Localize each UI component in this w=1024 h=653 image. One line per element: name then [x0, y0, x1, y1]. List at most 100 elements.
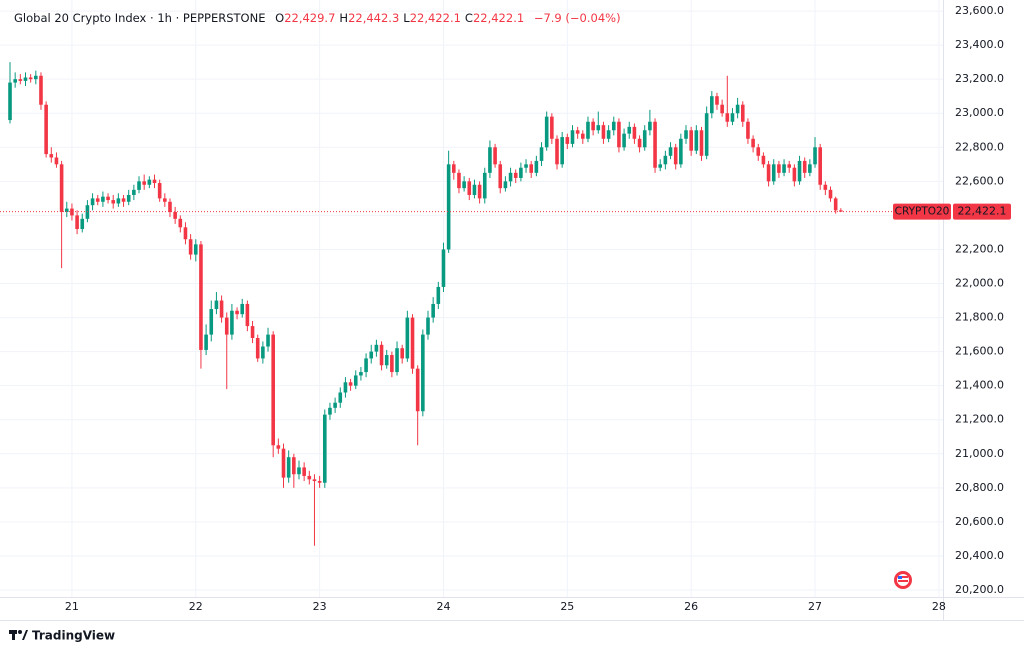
candle-body: [44, 104, 48, 155]
candle-body: [328, 407, 332, 415]
candle-body: [482, 172, 487, 199]
candle-body: [446, 164, 451, 250]
y-tick-label: 21,800.0: [955, 311, 1004, 324]
brand-name: TradingView: [32, 629, 115, 643]
candle-body: [833, 198, 838, 211]
candle-body: [777, 164, 781, 173]
candle-body: [400, 348, 404, 359]
candle-body: [679, 138, 683, 165]
header-value: 22,422.1: [473, 11, 524, 25]
candle-body: [23, 77, 28, 81]
candle-body: [271, 334, 275, 446]
candle-body: [395, 348, 399, 373]
candle-body: [457, 172, 461, 189]
candle-body: [746, 121, 750, 139]
change-label: −7.9 (−0.04%): [534, 11, 621, 25]
chart-header: Global 20 Crypto Index · 1h · PEPPERSTON…: [14, 11, 621, 25]
y-tick-label: 20,400.0: [955, 549, 1004, 562]
candle-body: [503, 181, 508, 189]
y-tick-label: 23,400.0: [955, 38, 1004, 51]
candle-body: [116, 198, 121, 204]
header-key: L: [403, 11, 410, 25]
y-tick-label: 20,800.0: [955, 481, 1004, 494]
candle-body: [782, 164, 786, 173]
y-tick-label: 23,600.0: [955, 4, 1004, 17]
candle-body: [421, 334, 425, 412]
y-tick-label: 22,200.0: [955, 242, 1004, 255]
brand-logo: TradingView: [9, 629, 115, 643]
candle-body: [183, 227, 188, 240]
candle-body: [302, 467, 306, 476]
y-tick-label: 20,600.0: [955, 515, 1004, 528]
candle-body: [163, 198, 167, 202]
candle-body: [359, 372, 363, 376]
candle-body: [550, 116, 554, 139]
candle-body: [333, 402, 337, 408]
candles: [8, 62, 843, 546]
candle-body: [353, 375, 358, 386]
candle-body: [611, 121, 616, 131]
candle-body: [317, 481, 322, 483]
candle-body: [199, 244, 203, 350]
candle-body: [369, 351, 374, 359]
candle-body: [596, 125, 601, 131]
candle-body: [415, 368, 420, 412]
candle-body: [689, 130, 693, 151]
y-tick-label: 21,200.0: [955, 413, 1004, 426]
candle-body: [452, 164, 456, 173]
candle-body: [787, 164, 792, 168]
candle-body: [8, 82, 12, 121]
candle-body: [813, 147, 817, 165]
candle-body: [637, 138, 642, 148]
candle-body: [142, 181, 146, 185]
candle-body: [735, 104, 740, 114]
candle-body: [121, 198, 126, 202]
header-values: O22,429.7 H22,442.3 L22,422.1 C22,422.1: [275, 11, 524, 25]
candle-body: [137, 181, 141, 190]
candle-body: [513, 172, 518, 178]
candle-body: [281, 448, 286, 478]
candle-body: [534, 160, 539, 173]
candle-body: [539, 147, 544, 161]
candle-body: [75, 215, 79, 230]
y-tick-label: 22,600.0: [955, 174, 1004, 187]
candle-body: [751, 138, 755, 148]
candle-body: [642, 130, 647, 148]
symbol-tag: [893, 203, 951, 220]
y-tick-label: 21,600.0: [955, 345, 1004, 358]
candle-body: [761, 155, 766, 165]
candle-body: [49, 154, 54, 158]
y-tick-label: 23,200.0: [955, 72, 1004, 85]
candle-body: [498, 164, 503, 189]
candle-body: [64, 208, 69, 212]
x-tick-label: 24: [436, 600, 450, 613]
candle-body: [338, 392, 343, 403]
candle-body: [570, 130, 575, 144]
candle-body: [132, 189, 136, 195]
candle-body: [245, 303, 250, 327]
candle-body: [39, 75, 43, 105]
candle-body: [792, 167, 797, 182]
y-tick-label: 21,400.0: [955, 379, 1004, 392]
x-tick-label: 28: [932, 600, 946, 613]
candle-body: [405, 317, 410, 359]
candle-body: [431, 303, 435, 318]
price-tag: [953, 203, 1011, 220]
candle-body: [493, 147, 497, 165]
candle-body: [606, 130, 611, 139]
candle-body: [771, 164, 776, 182]
candle-body: [209, 309, 214, 335]
candle-body: [168, 201, 172, 212]
candle-body: [818, 147, 822, 185]
candle-body: [617, 121, 621, 148]
candle-body: [152, 179, 157, 184]
candle-body: [797, 160, 802, 182]
candle-body: [710, 96, 714, 114]
chart-title: Global 20 Crypto Index · 1h · PEPPERSTON…: [14, 11, 265, 25]
candle-body: [90, 198, 95, 206]
candle-body: [684, 130, 688, 139]
candle-body: [426, 317, 430, 335]
candle-body: [488, 147, 492, 173]
candle-body: [756, 147, 761, 156]
